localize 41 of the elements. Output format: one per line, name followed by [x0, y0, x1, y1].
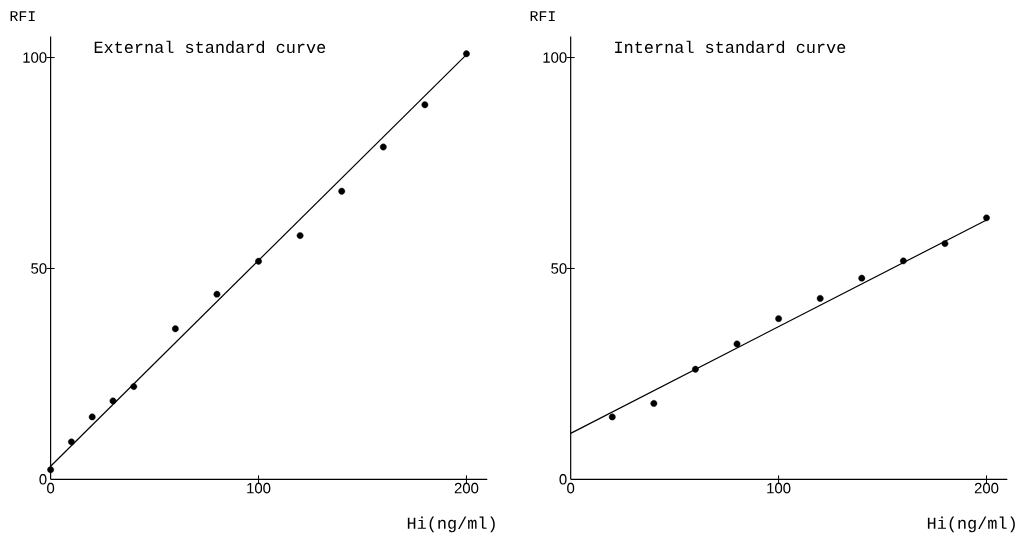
x-tick-label: 0	[567, 482, 575, 494]
x-tick-label: 0	[47, 482, 55, 494]
chart-title: Internal standard curve	[615, 40, 846, 54]
x-tick-label: 100	[247, 482, 271, 494]
chart-title: External standard curve	[94, 40, 326, 54]
x-axis-title: Hi(ng/ml)	[927, 516, 1015, 533]
point	[338, 187, 346, 195]
y-tick-label: 100	[23, 52, 47, 63]
point	[172, 325, 179, 333]
point	[692, 365, 699, 373]
y-axis-title: RFI	[530, 11, 555, 22]
point	[983, 214, 990, 222]
point	[608, 413, 616, 421]
point	[379, 143, 387, 151]
point	[775, 315, 782, 323]
y-tick-label: 0	[559, 474, 567, 485]
point	[255, 257, 262, 265]
x-axis-title: Hi(ng/ml)	[407, 516, 495, 533]
point	[47, 466, 54, 474]
point	[130, 383, 138, 390]
point	[463, 50, 470, 58]
x-tick-label: 200	[974, 482, 999, 494]
point	[88, 413, 96, 421]
point	[899, 257, 907, 265]
point	[816, 295, 824, 302]
y-tick-label: 50	[551, 263, 567, 274]
point	[68, 438, 75, 446]
point	[733, 340, 741, 348]
point	[650, 400, 658, 407]
point	[858, 274, 866, 282]
point	[421, 101, 429, 109]
y-tick-label: 100	[543, 52, 567, 63]
point	[213, 290, 221, 298]
point	[296, 232, 304, 239]
point	[109, 397, 117, 405]
y-tick-label: 0	[39, 474, 47, 485]
y-axis-title: RFI	[10, 11, 35, 22]
point	[941, 240, 949, 247]
x-tick-label: 100	[767, 482, 791, 494]
y-tick-label: 50	[31, 263, 47, 274]
x-tick-label: 200	[454, 482, 479, 494]
